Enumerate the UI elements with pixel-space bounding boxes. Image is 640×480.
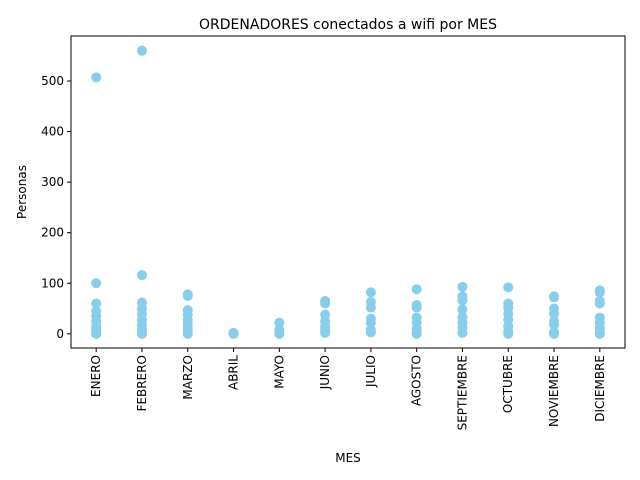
x-tick-label: JUNIO bbox=[318, 355, 332, 390]
point bbox=[136, 45, 147, 56]
point bbox=[411, 328, 422, 339]
x-tick-label: SEPTIEMBRE bbox=[455, 355, 469, 430]
point bbox=[320, 298, 331, 309]
point bbox=[136, 270, 147, 281]
point bbox=[411, 302, 422, 313]
point bbox=[594, 298, 605, 309]
point bbox=[457, 327, 468, 338]
y-tick-label: 500 bbox=[41, 74, 64, 88]
point bbox=[549, 328, 560, 339]
x-tick-label: NOVIEMBRE bbox=[547, 355, 561, 427]
point bbox=[411, 284, 422, 295]
y-tick-label: 100 bbox=[41, 276, 64, 290]
x-tick-label: DICIEMBRE bbox=[593, 355, 607, 422]
point bbox=[457, 295, 468, 306]
point bbox=[365, 302, 376, 313]
point bbox=[503, 328, 514, 339]
point bbox=[136, 328, 147, 339]
point bbox=[320, 327, 331, 338]
point bbox=[228, 328, 239, 339]
point bbox=[182, 328, 193, 339]
point bbox=[91, 328, 102, 339]
x-tick-label: ABRIL bbox=[227, 355, 241, 390]
x-tick-label: JULIO bbox=[364, 355, 378, 388]
point bbox=[274, 328, 285, 339]
chart-title: ORDENADORES conectados a wifi por MES bbox=[199, 17, 497, 33]
point bbox=[365, 287, 376, 298]
point bbox=[274, 317, 285, 328]
x-tick-label: MAYO bbox=[272, 355, 286, 389]
x-tick-label: MARZO bbox=[181, 355, 195, 400]
point bbox=[91, 72, 102, 83]
plot-frame bbox=[70, 35, 626, 349]
point bbox=[594, 287, 605, 298]
point bbox=[594, 328, 605, 339]
y-axis-label: Personas bbox=[15, 165, 29, 219]
point bbox=[549, 319, 560, 330]
point bbox=[549, 308, 560, 319]
point bbox=[365, 327, 376, 338]
point bbox=[457, 281, 468, 292]
point bbox=[182, 290, 193, 301]
x-tick-label: ENERO bbox=[89, 355, 103, 397]
y-tick-label: 400 bbox=[41, 125, 64, 139]
point bbox=[457, 304, 468, 315]
point bbox=[503, 282, 514, 293]
y-tick-label: 200 bbox=[41, 226, 64, 240]
x-tick-label: AGOSTO bbox=[410, 355, 424, 406]
x-axis-label: MES bbox=[335, 451, 361, 465]
point bbox=[91, 298, 102, 309]
point bbox=[365, 317, 376, 328]
y-tick-label: 300 bbox=[41, 175, 64, 189]
point bbox=[91, 278, 102, 289]
x-tick-label: OCTUBRE bbox=[501, 355, 515, 413]
y-tick-label: 0 bbox=[56, 327, 64, 341]
x-tick-label: FEBRERO bbox=[135, 355, 149, 411]
point bbox=[549, 292, 560, 303]
